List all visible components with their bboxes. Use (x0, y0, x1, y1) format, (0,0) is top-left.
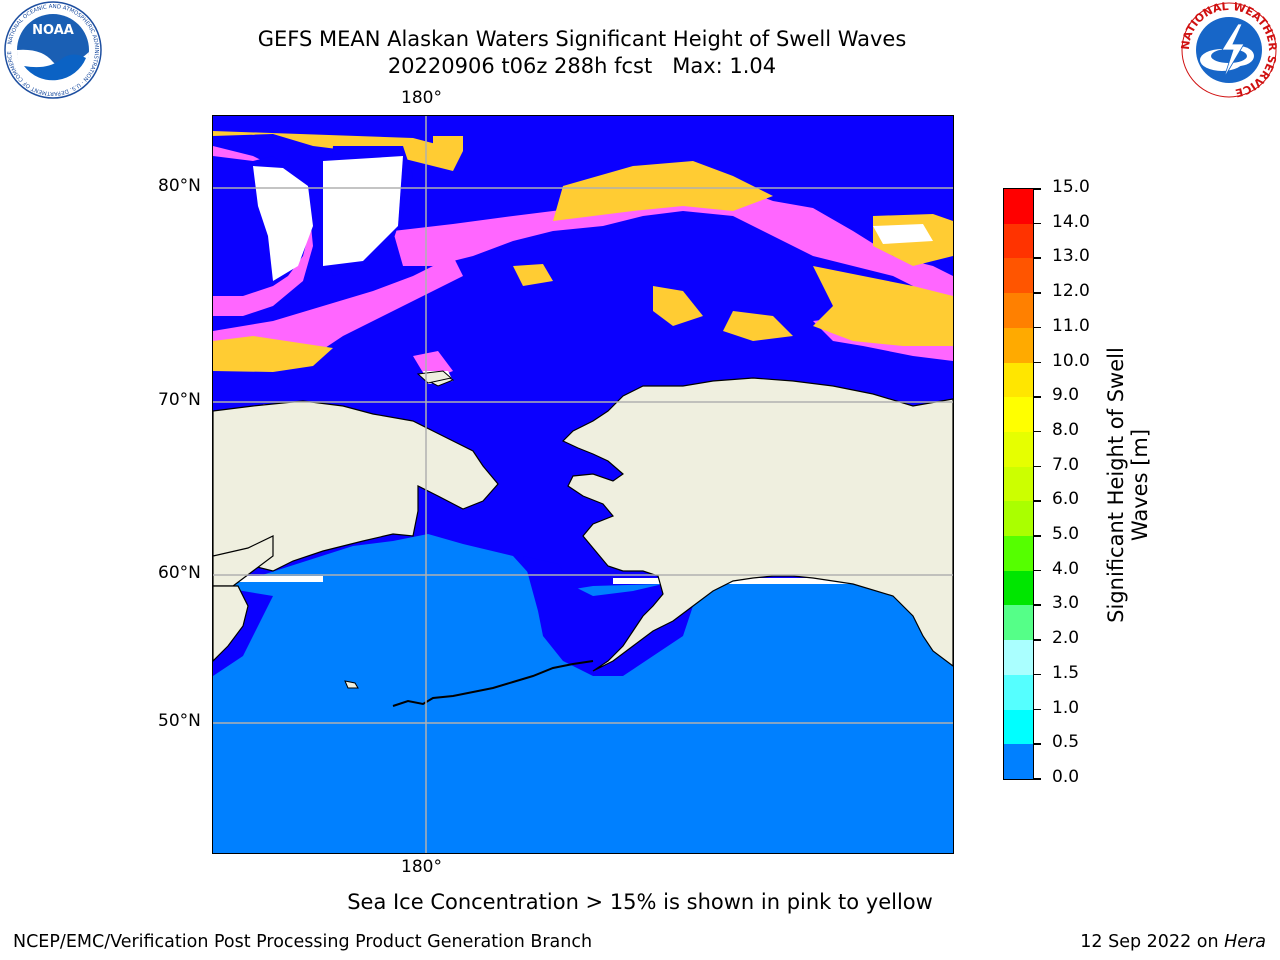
colorbar (1003, 188, 1034, 780)
footer-branch: NCEP/EMC/Verification Post Processing Pr… (13, 932, 593, 952)
land-kamchatka (213, 585, 249, 662)
title-line-2: 20220906 t06z 288h fcst Max: 1.04 (387, 54, 777, 78)
colorbar-tick-mark (1034, 465, 1041, 468)
land-aleutians (392, 660, 594, 707)
ocean-swell-0-5-to-1-0 (213, 534, 953, 853)
colorbar-tick-label: 10.0 (1052, 350, 1090, 371)
colorbar-segment (1004, 223, 1033, 259)
lat-label-70n: 70°N (158, 390, 201, 410)
graticule (213, 116, 953, 853)
lat-label-60n: 60°N (158, 563, 201, 583)
colorbar-title-line-1: Significant Height of Swell (1104, 347, 1128, 623)
footer-host: Hera (1224, 932, 1266, 952)
colorbar-segment (1004, 501, 1033, 537)
colorbar-tick-label: 3.0 (1052, 593, 1080, 614)
no-data-areas (213, 146, 953, 584)
colorbar-tick-label: 0.0 (1052, 767, 1080, 787)
title-line-1: GEFS MEAN Alaskan Waters Significant Hei… (257, 27, 907, 51)
colorbar-segment (1004, 258, 1033, 294)
lon-label-bottom: 180° (401, 857, 442, 877)
colorbar-segment (1004, 570, 1033, 606)
colorbar-tick-mark (1034, 604, 1041, 606)
land-alaska (561, 377, 953, 672)
map-canvas (213, 116, 953, 853)
land-layer (213, 370, 953, 707)
colorbar-tick-mark (1034, 292, 1041, 294)
colorbar-tick-mark (1034, 500, 1041, 502)
colorbar-title-line-2: Waves [m] (1128, 428, 1152, 542)
colorbar-tick-label: 8.0 (1052, 419, 1080, 440)
colorbar-tick-mark (1034, 778, 1041, 780)
noaa-logo-text: NOAA (32, 23, 74, 38)
colorbar-segment (1004, 362, 1033, 398)
footer-date: 12 Sep 2022 on Hera (1080, 932, 1266, 952)
colorbar-segment (1004, 189, 1033, 225)
colorbar-segment (1004, 674, 1033, 711)
colorbar-segment (1004, 709, 1033, 745)
colorbar-tick-mark (1034, 326, 1041, 329)
footer-date-text: 12 Sep 2022 on (1080, 932, 1225, 952)
colorbar-segment (1004, 431, 1033, 468)
noaa-logo-icon: NOAA NATIONAL OCEANIC AND ATMOSPHERIC AD… (4, 1, 102, 99)
colorbar-segment (1004, 397, 1033, 433)
ocean-swell-0-0-to-0-5-south (523, 556, 693, 676)
colorbar-segment (1004, 605, 1033, 641)
colorbar-tick-mark (1034, 569, 1041, 572)
colorbar-tick-mark (1034, 222, 1041, 225)
colorbar-segment (1004, 744, 1033, 780)
colorbar-segment (1004, 536, 1033, 572)
land-commander-islands (344, 680, 359, 689)
colorbar-segment (1004, 293, 1033, 329)
nws-logo-icon: NATIONAL WEATHER SERVICE (1179, 0, 1279, 99)
lat-label-80n: 80°N (158, 176, 201, 196)
colorbar-tick-label: 7.0 (1052, 454, 1080, 475)
colorbar-tick-mark (1034, 257, 1041, 259)
colorbar-tick-label: 13.0 (1052, 246, 1090, 267)
lon-label-top: 180° (401, 88, 442, 108)
colorbar-segment (1004, 640, 1033, 676)
colorbar-tick-mark (1034, 535, 1041, 537)
colorbar-tick-mark (1034, 361, 1041, 364)
colorbar-tick-mark (1034, 188, 1041, 190)
colorbar-tick-label: 1.0 (1052, 697, 1080, 718)
colorbar-tick-label: 0.5 (1052, 732, 1080, 753)
colorbar-tick-label: 14.0 (1052, 211, 1090, 232)
sea-ice-footnote: Sea Ice Concentration > 15% is shown in … (347, 890, 933, 914)
colorbar-tick-label: 6.0 (1052, 489, 1080, 510)
colorbar-tick-label: 12.0 (1052, 281, 1090, 302)
colorbar-tick-label: 15.0 (1052, 177, 1090, 197)
colorbar-tick-label: 11.0 (1052, 315, 1090, 336)
colorbar-tick-mark (1034, 708, 1041, 711)
colorbar-tick-mark (1034, 396, 1041, 398)
colorbar-tick-mark (1034, 639, 1041, 641)
colorbar-tick-mark (1034, 430, 1041, 433)
colorbar-title: Significant Height of Swell Waves [m] (1104, 325, 1152, 645)
colorbar-tick-mark (1034, 673, 1041, 676)
map-panel (212, 115, 954, 854)
colorbar-tick-label: 9.0 (1052, 385, 1080, 406)
colorbar-segment (1004, 327, 1033, 364)
colorbar-tick-label: 2.0 (1052, 628, 1080, 649)
chart-title: GEFS MEAN Alaskan Waters Significant Hei… (0, 26, 1164, 80)
colorbar-segment (1004, 466, 1033, 502)
colorbar-tick-mark (1034, 743, 1041, 745)
lat-label-50n: 50°N (158, 711, 201, 731)
colorbar-tick-label: 4.0 (1052, 558, 1080, 579)
colorbar-tick-label: 5.0 (1052, 524, 1080, 545)
colorbar-tick-label: 1.5 (1052, 662, 1080, 683)
